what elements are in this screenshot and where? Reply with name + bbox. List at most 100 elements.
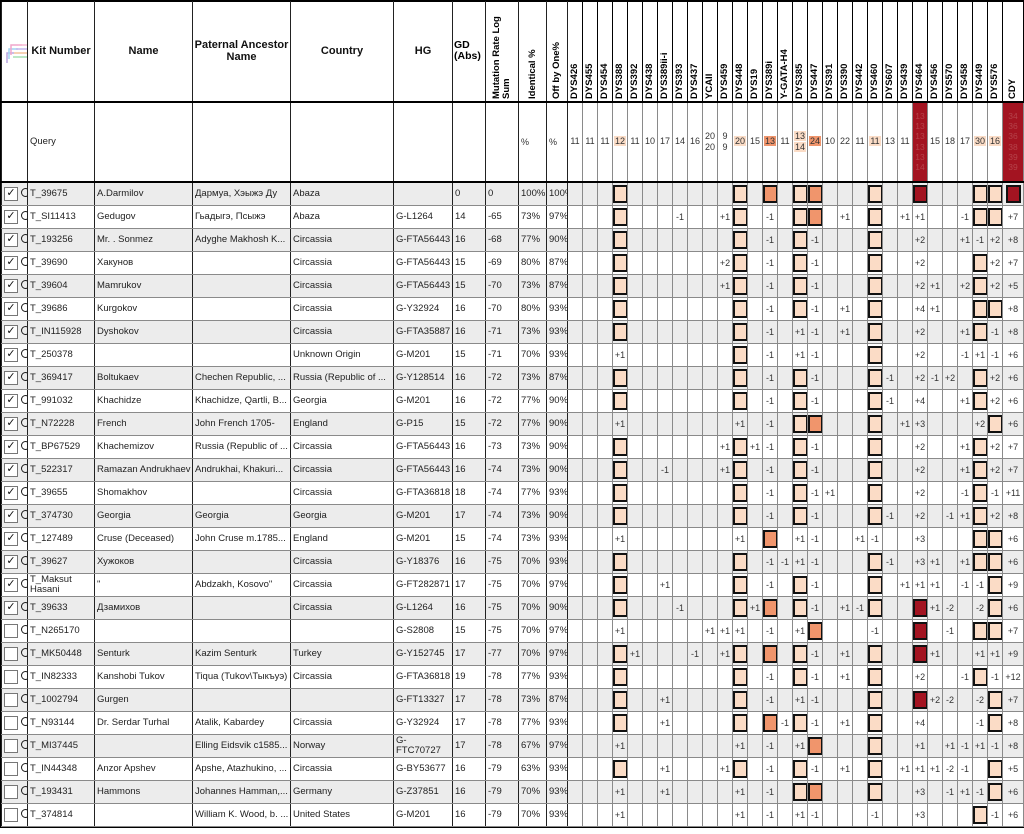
marker-cell-dys459: +1 [717, 273, 733, 298]
row-checkbox-checked[interactable]: ✓ [4, 209, 18, 224]
row-checkbox-unchecked[interactable] [4, 784, 18, 799]
marker-cell-dys449: -1 [972, 227, 988, 252]
marker-cell-dys448 [732, 296, 748, 321]
marker-cell-dys455 [582, 503, 598, 528]
magnifier-icon[interactable] [20, 532, 27, 545]
row-checkbox-checked[interactable]: ✓ [4, 485, 18, 500]
row-checkbox-checked[interactable]: ✓ [4, 186, 18, 201]
magnifier-icon[interactable] [20, 417, 27, 430]
magnifier-icon[interactable] [20, 233, 27, 246]
row-checkbox-checked[interactable]: ✓ [4, 255, 18, 270]
marker-cell-dys439: +1 [897, 204, 913, 229]
row-checkbox-checked[interactable]: ✓ [4, 393, 18, 408]
row-checkbox-checked[interactable]: ✓ [4, 577, 18, 592]
marker-cell-dys576: +2 [987, 388, 1003, 413]
magnifier-icon[interactable] [20, 371, 27, 384]
marker-cell-dys388 [612, 572, 628, 597]
marker-cell-dys385 [792, 779, 808, 804]
marker-cell-dys454 [597, 296, 613, 321]
magnifier-icon[interactable] [20, 647, 27, 660]
row-checkbox-checked[interactable]: ✓ [4, 462, 18, 477]
gd-abs-cell: 16 [452, 296, 486, 321]
marker-cell-dys389ii-i [657, 227, 673, 252]
marker-cell-dys391 [822, 204, 838, 229]
magnifier-icon[interactable] [20, 486, 27, 499]
marker-cell-dys456 [927, 618, 943, 643]
marker-cell-dys570 [942, 572, 958, 597]
magnifier-icon[interactable] [20, 256, 27, 269]
marker-cell-dys389i: -1 [762, 480, 778, 505]
row-checkbox-unchecked[interactable] [4, 807, 18, 822]
row-checkbox-checked[interactable]: ✓ [4, 232, 18, 247]
magnifier-icon[interactable] [20, 808, 27, 821]
marker-cell-dys458 [957, 595, 973, 620]
marker-cell-dys458 [957, 526, 973, 551]
row-checkbox-unchecked[interactable] [4, 623, 18, 638]
row-checkbox-checked[interactable]: ✓ [4, 324, 18, 339]
magnifier-icon[interactable] [20, 785, 27, 798]
row-checkbox-checked[interactable]: ✓ [4, 600, 18, 615]
marker-cell-dys393 [672, 641, 688, 666]
row-checkbox-unchecked[interactable] [4, 761, 18, 776]
magnifier-icon[interactable] [20, 670, 27, 683]
row-checkbox-unchecked[interactable] [4, 646, 18, 661]
magnifier-icon[interactable] [20, 578, 27, 591]
identical-pct-cell: 73% [518, 457, 547, 482]
magnifier-icon[interactable] [20, 440, 27, 453]
mutation-rate-cell: -74 [485, 526, 519, 551]
magnifier-icon[interactable] [20, 693, 27, 706]
row-checkbox-checked[interactable]: ✓ [4, 347, 18, 362]
magnifier-icon[interactable] [20, 716, 27, 729]
marker-cell-dys455 [582, 434, 598, 459]
marker-cell-dys389ii-i [657, 664, 673, 689]
row-checkbox-unchecked[interactable] [4, 669, 18, 684]
magnifier-icon[interactable] [20, 279, 27, 292]
country-cell: Georgia [290, 388, 394, 413]
off-by-one-pct-cell: 93% [546, 549, 568, 574]
magnifier-icon[interactable] [20, 624, 27, 637]
magnifier-icon[interactable] [20, 739, 27, 752]
magnifier-icon[interactable] [20, 348, 27, 361]
magnifier-icon[interactable] [20, 302, 27, 315]
marker-cell-dys607 [882, 319, 898, 344]
magnifier-icon[interactable] [20, 509, 27, 522]
off-by-one-pct-cell: 90% [546, 457, 568, 482]
magnifier-icon[interactable] [20, 762, 27, 775]
magnifier-icon[interactable] [20, 210, 27, 223]
row-checkbox-checked[interactable]: ✓ [4, 531, 18, 546]
magnifier-icon[interactable] [20, 394, 27, 407]
identical-pct-cell: 73% [518, 365, 547, 390]
marker-cell-dys426 [567, 273, 583, 298]
marker-cell-dys460 [867, 503, 883, 528]
row-checkbox-checked[interactable]: ✓ [4, 508, 18, 523]
gd-abs-cell: 16 [452, 227, 486, 252]
marker-cell-dys393 [672, 227, 688, 252]
kit-number-cell: T_39633 [27, 595, 95, 620]
name-cell [94, 733, 193, 758]
row-checkbox-checked[interactable]: ✓ [4, 439, 18, 454]
row-select-cell: ✓ [1, 342, 28, 367]
row-checkbox-checked[interactable]: ✓ [4, 554, 18, 569]
row-checkbox-checked[interactable]: ✓ [4, 370, 18, 385]
off-by-one-pct-cell: 93% [546, 296, 568, 321]
row-checkbox-checked[interactable]: ✓ [4, 301, 18, 316]
magnifier-icon[interactable] [20, 325, 27, 338]
marker-cell-dys439 [897, 641, 913, 666]
row-checkbox-unchecked[interactable] [4, 738, 18, 753]
marker-cell-dys392 [627, 204, 643, 229]
row-checkbox-checked[interactable]: ✓ [4, 416, 18, 431]
row-checkbox-unchecked[interactable] [4, 715, 18, 730]
marker-cell-dys390 [837, 687, 853, 712]
magnifier-icon[interactable] [20, 555, 27, 568]
marker-cell-dys570 [942, 641, 958, 666]
magnifier-icon[interactable] [20, 601, 27, 614]
magnifier-icon[interactable] [20, 463, 27, 476]
marker-cell-dys464: +3 [912, 779, 928, 804]
marker-cell-dys458: -1 [957, 342, 973, 367]
row-checkbox-checked[interactable]: ✓ [4, 278, 18, 293]
marker-cell-dys439 [897, 388, 913, 413]
row-checkbox-unchecked[interactable] [4, 692, 18, 707]
magnifier-icon[interactable] [20, 187, 27, 200]
marker-cell-dys449 [972, 319, 988, 344]
haplogroup-cell: G-FTA35887 [393, 319, 453, 344]
